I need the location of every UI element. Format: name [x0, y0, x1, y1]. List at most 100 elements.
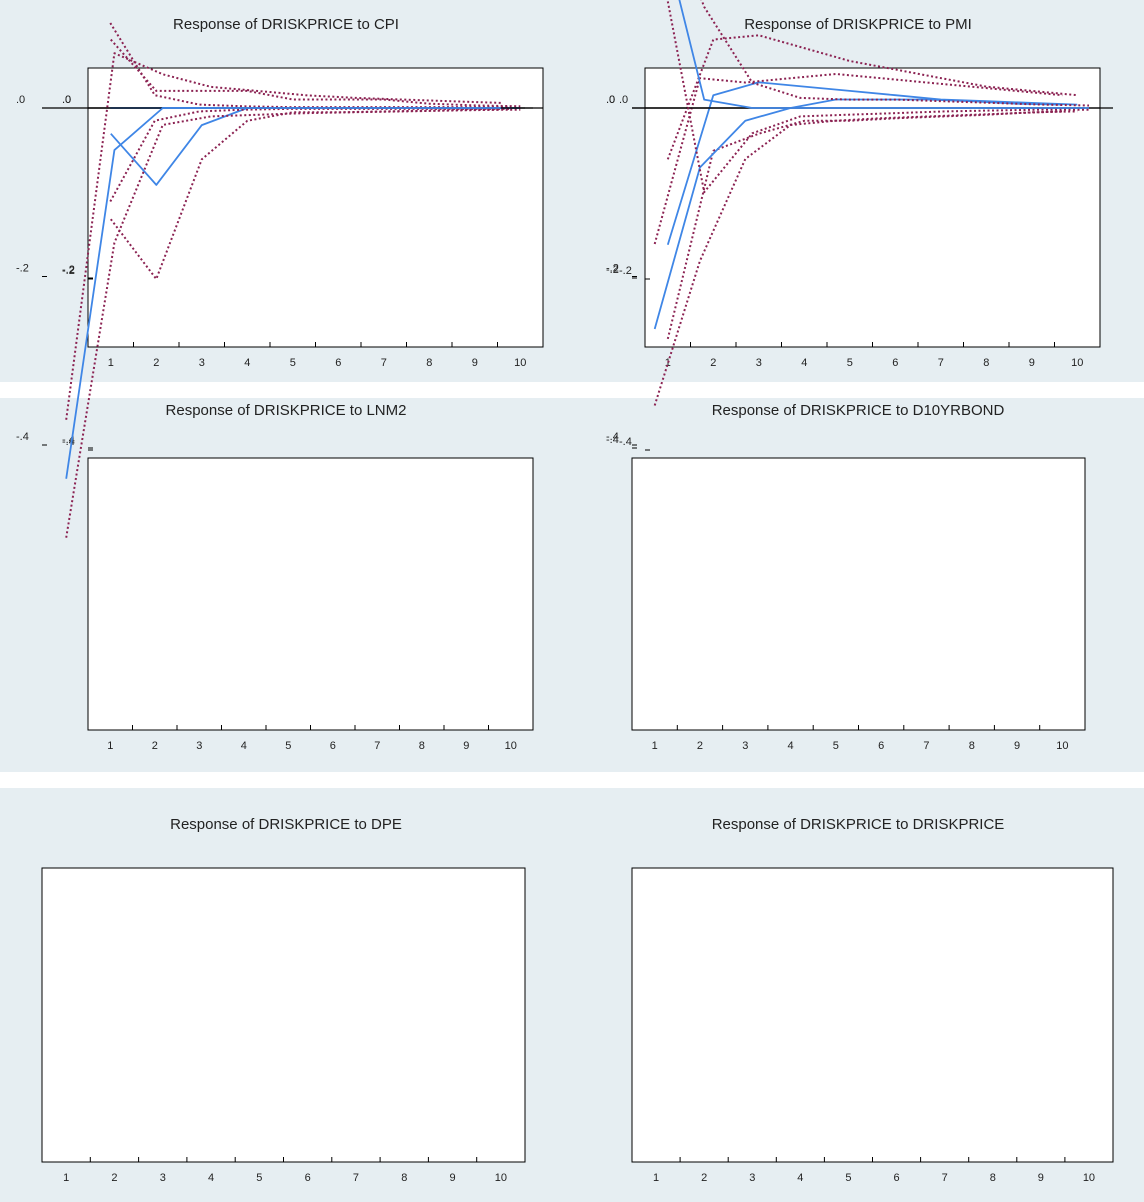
x-tick-label: 9 — [1029, 357, 1035, 369]
series-upper-band-line — [110, 38, 521, 108]
x-tick-label: 9 — [449, 1172, 455, 1184]
x-tick-label: 4 — [241, 740, 247, 752]
x-tick-label: 8 — [419, 740, 425, 752]
y-tick-label: .0 — [62, 94, 71, 106]
chart-panel-dpe: Response of DRISKPRICE to DPE .2.0-.2-.4… — [0, 52, 572, 1202]
y-tick-label: .0 — [619, 94, 628, 106]
x-tick-label: 3 — [749, 1172, 755, 1184]
x-tick-label: 2 — [111, 1172, 117, 1184]
chart-title: Response of DRISKPRICE to DPE — [170, 816, 402, 833]
x-tick-label: 8 — [426, 357, 432, 369]
x-tick-label: 2 — [153, 357, 159, 369]
chart-panel-lnm2: Response of DRISKPRICE to LNM2 .2.0-.2-.… — [0, 22, 572, 768]
x-tick-label: 2 — [697, 740, 703, 752]
x-tick-label: 1 — [107, 740, 113, 752]
x-tick-label: 5 — [845, 1172, 851, 1184]
x-tick-label: 4 — [787, 740, 793, 752]
series-upper-band-line — [65, 52, 501, 420]
series-lower-band-line — [653, 110, 1063, 406]
x-tick-label: 6 — [893, 1172, 899, 1184]
x-tick-label: 2 — [710, 357, 716, 369]
x-tick-label: 5 — [256, 1172, 262, 1184]
chart-panel-driskprice: Response of DRISKPRICE to DRISKPRICE .2.… — [572, 0, 1144, 1202]
x-tick-label: 10 — [514, 357, 526, 369]
x-tick-label: 9 — [1038, 1172, 1044, 1184]
y-tick-label: -.4 — [619, 436, 632, 448]
x-tick-label: 4 — [208, 1172, 214, 1184]
series-response-line — [65, 107, 501, 479]
chart-panel-cpi: Response of DRISKPRICE to CPI .2.0-.2-.4… — [0, 16, 572, 451]
chart-title: Response of DRISKPRICE to PMI — [744, 16, 972, 33]
y-tick-label: -.4 — [606, 431, 619, 443]
x-tick-label: 6 — [878, 740, 884, 752]
y-tick-label: -.2 — [606, 263, 619, 275]
y-tick-label: -.2 — [62, 264, 75, 276]
x-tick-label: 3 — [199, 357, 205, 369]
x-tick-label: 1 — [652, 740, 658, 752]
x-tick-label: 5 — [290, 357, 296, 369]
x-tick-label: 9 — [463, 740, 469, 752]
y-tick-label: -.2 — [16, 263, 29, 275]
y-tick-label: -.2 — [62, 265, 75, 277]
x-tick-label: 7 — [923, 740, 929, 752]
plot-area — [87, 67, 544, 348]
x-tick-label: 1 — [665, 357, 671, 369]
x-tick-label: 7 — [942, 1172, 948, 1184]
x-tick-label: 4 — [244, 357, 250, 369]
plot-area — [41, 867, 526, 1163]
x-tick-label: 1 — [108, 357, 114, 369]
x-tick-label: 5 — [285, 740, 291, 752]
plot-area — [87, 457, 534, 731]
y-tick-label: -.2 — [606, 264, 619, 276]
y-tick-label: -.2 — [619, 265, 632, 277]
x-tick-label: 10 — [505, 740, 517, 752]
series-upper-band-line — [653, 73, 1063, 245]
series-lower-band-line — [666, 0, 1089, 194]
x-tick-label: 5 — [847, 357, 853, 369]
plot-area — [644, 67, 1101, 348]
x-tick-label: 10 — [1083, 1172, 1095, 1184]
x-tick-label: 7 — [938, 357, 944, 369]
x-tick-label: 6 — [330, 740, 336, 752]
x-tick-label: 9 — [472, 357, 478, 369]
chart-title: Response of DRISKPRICE to LNM2 — [165, 402, 407, 419]
x-tick-label: 7 — [381, 357, 387, 369]
series-response-line — [678, 0, 1089, 109]
x-tick-label: 3 — [742, 740, 748, 752]
series-upper-band-line — [700, 0, 1090, 107]
x-tick-label: 6 — [305, 1172, 311, 1184]
x-tick-label: 3 — [160, 1172, 166, 1184]
x-tick-label: 4 — [801, 357, 807, 369]
chart-title: Response of DRISKPRICE to CPI — [173, 16, 399, 33]
x-tick-label: 1 — [653, 1172, 659, 1184]
y-tick-label: -.4 — [606, 434, 619, 446]
y-tick-label: .0 — [606, 94, 615, 106]
x-tick-label: 8 — [401, 1172, 407, 1184]
chart-panel-d10yrbond: Response of DRISKPRICE to D10YRBOND .2.0… — [572, 73, 1144, 768]
y-tick-label: .0 — [16, 94, 25, 106]
x-tick-label: 4 — [797, 1172, 803, 1184]
x-tick-label: 1 — [63, 1172, 69, 1184]
x-tick-label: 9 — [1014, 740, 1020, 752]
x-tick-label: 3 — [756, 357, 762, 369]
series-lower-band-line — [666, 110, 1078, 340]
series-response-line — [666, 81, 1078, 246]
x-tick-label: 8 — [969, 740, 975, 752]
x-tick-label: 3 — [196, 740, 202, 752]
x-tick-label: 7 — [374, 740, 380, 752]
x-tick-label: 10 — [1071, 357, 1083, 369]
chart-title: Response of DRISKPRICE to DRISKPRICE — [711, 816, 1005, 833]
x-tick-label: 8 — [983, 357, 989, 369]
plot-area — [631, 457, 1086, 731]
y-tick-label: -.4 — [16, 431, 29, 443]
x-tick-label: 2 — [701, 1172, 707, 1184]
x-tick-label: 8 — [990, 1172, 996, 1184]
x-tick-label: 6 — [892, 357, 898, 369]
plot-area — [631, 867, 1114, 1163]
